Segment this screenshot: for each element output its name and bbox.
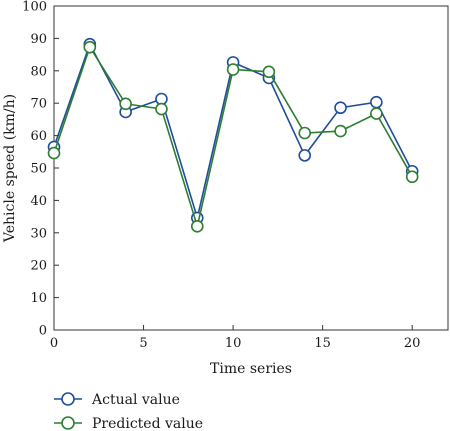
legend-marker (61, 416, 75, 430)
series-2-point (47, 146, 61, 160)
y-tick-label: 50 (30, 162, 47, 177)
legend-marker (61, 392, 75, 406)
x-axis-label: Time series (210, 361, 292, 377)
y-tick-label: 40 (30, 194, 47, 209)
series-2-point (155, 102, 168, 116)
x-tick-label: 5 (139, 336, 147, 351)
y-axis-ticks: 0 10 20 30 40 50 60 70 80 90 100 (22, 0, 59, 339)
legend-label: Actual value (91, 392, 180, 408)
y-tick-label: 100 (22, 0, 47, 15)
series-2 (47, 40, 419, 233)
y-tick-label: 60 (30, 129, 47, 144)
series-2-point (226, 63, 240, 76)
series-2-point (262, 65, 276, 79)
x-tick-label: 15 (314, 336, 331, 351)
series-2-point (190, 220, 204, 233)
y-tick-label: 90 (30, 32, 47, 47)
x-axis-ticks: 0 5 10 15 20 (50, 325, 421, 351)
series-1-point (334, 101, 347, 115)
x-tick-label: 10 (225, 336, 242, 351)
series-1-point (370, 95, 383, 109)
y-tick-label: 20 (30, 259, 47, 274)
series-2-point (298, 126, 312, 140)
series-2-point (83, 40, 97, 54)
series-1-point (298, 149, 312, 162)
legend: Actual value Predicted value (54, 392, 203, 431)
series-2-point (370, 107, 383, 120)
legend-item: Predicted value (54, 416, 203, 431)
x-tick-label: 0 (50, 336, 58, 351)
series-2-point (119, 97, 132, 111)
series-2-point (334, 124, 347, 138)
legend-item: Actual value (54, 392, 180, 408)
series-layer (47, 37, 419, 233)
x-tick-label: 20 (404, 336, 421, 351)
y-axis-label: Vehicle speed (km/h) (2, 94, 18, 243)
y-tick-label: 30 (30, 226, 47, 241)
y-tick-label: 0 (39, 324, 47, 339)
y-tick-label: 10 (30, 291, 47, 306)
y-tick-label: 70 (30, 97, 47, 112)
series-2-point (405, 170, 419, 184)
legend-label: Predicted value (92, 416, 203, 431)
y-tick-label: 80 (30, 64, 47, 79)
plot-frame (53, 5, 449, 331)
